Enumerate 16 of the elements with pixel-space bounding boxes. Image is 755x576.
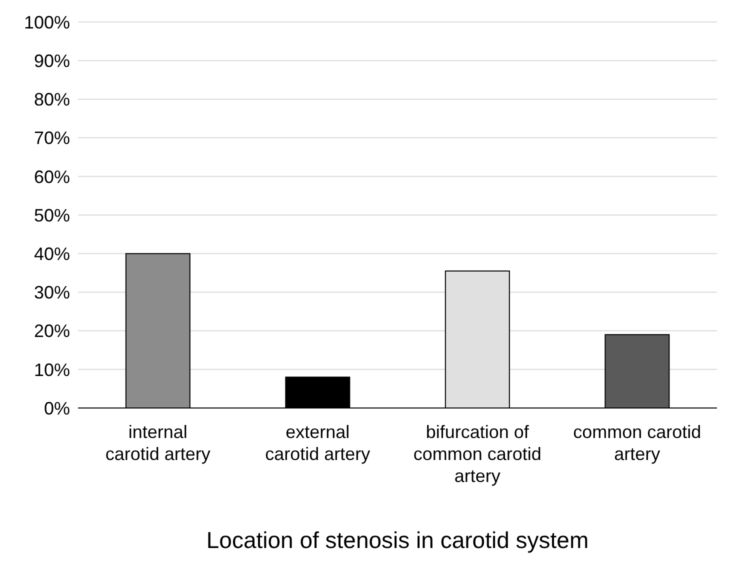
y-tick-label: 0% [44, 398, 70, 418]
y-tick-label: 60% [34, 166, 70, 187]
y-tick-label: 20% [34, 321, 70, 342]
x-tick-label: common carotid artery [573, 422, 702, 464]
y-tick-label: 50% [34, 205, 70, 226]
y-tick-label: 80% [34, 90, 70, 110]
y-tick-label: 40% [34, 244, 70, 264]
y-tick-label: 10% [34, 360, 70, 380]
y-tick-label: 30% [34, 282, 70, 303]
y-tick-label: 70% [34, 128, 70, 148]
x-axis-title: Location of stenosis in carotid system [206, 527, 589, 553]
y-tick-label: 100% [24, 12, 70, 32]
x-tick-label: internal carotid artery [105, 422, 210, 464]
x-tick-label: bifurcation of common carotid artery [413, 422, 542, 486]
y-tick-label: 90% [34, 50, 70, 71]
x-tick-label: external carotid artery [265, 422, 370, 464]
